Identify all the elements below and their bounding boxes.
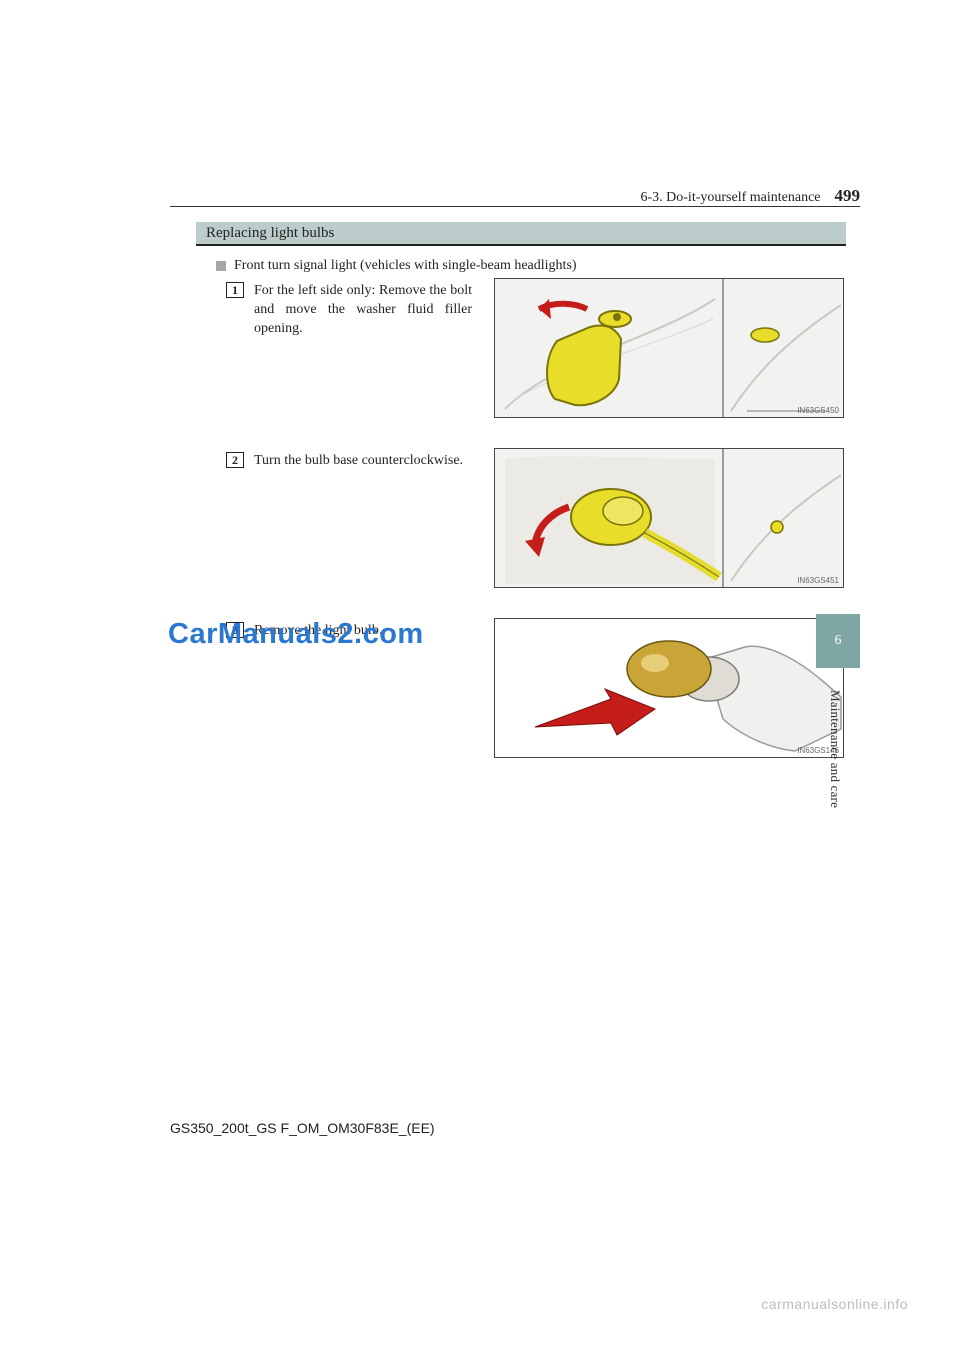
header-section-label: 6-3. Do-it-yourself maintenance <box>641 190 821 206</box>
site-watermark: carmanualsonline.info <box>761 1296 908 1312</box>
step-2-illustration: IN63GS451 <box>494 448 844 588</box>
step-1: 1 For the left side only: Remove the bol… <box>226 282 472 339</box>
section-title-bar: Replacing light bulbs <box>196 222 846 246</box>
subheading-text: Front turn signal light (vehicles with s… <box>234 258 577 274</box>
step-number-box: 2 <box>226 452 244 468</box>
step-2: 2 Turn the bulb base counterclock­wise. <box>226 452 472 471</box>
section-title: Replacing light bulbs <box>206 225 334 242</box>
header-rule <box>170 206 860 207</box>
step-text: For the left side only: Remove the bolt … <box>254 282 472 339</box>
image-ref: IN63GS451 <box>797 576 839 585</box>
chapter-label: Maintenance and care <box>827 690 843 808</box>
document-code: GS350_200t_GS F_OM_OM30F83E_(EE) <box>170 1120 435 1136</box>
bullet-square-icon <box>216 261 226 271</box>
overlay-watermark: CarManuals2.com <box>168 618 424 651</box>
bulb-base-rotate-illustration-icon <box>495 449 844 588</box>
manual-page: 6-3. Do-it-yourself maintenance 499 Repl… <box>0 0 960 1358</box>
step-3-illustration: IN63GS146 <box>494 618 844 758</box>
step-text: Turn the bulb base counterclock­wise. <box>254 452 472 471</box>
remove-bulb-illustration-icon <box>495 619 844 758</box>
image-ref: IN63GS450 <box>797 406 839 415</box>
chapter-number: 6 <box>835 633 842 649</box>
step-1-illustration: IN63GS450 <box>494 278 844 418</box>
step-number-box: 1 <box>226 282 244 298</box>
chapter-tab: 6 <box>816 614 860 668</box>
subheading-row: Front turn signal light (vehicles with s… <box>216 258 577 274</box>
washer-reservoir-illustration-icon <box>495 279 844 418</box>
page-number: 499 <box>835 186 861 206</box>
page-header: 6-3. Do-it-yourself maintenance 499 <box>170 186 860 206</box>
